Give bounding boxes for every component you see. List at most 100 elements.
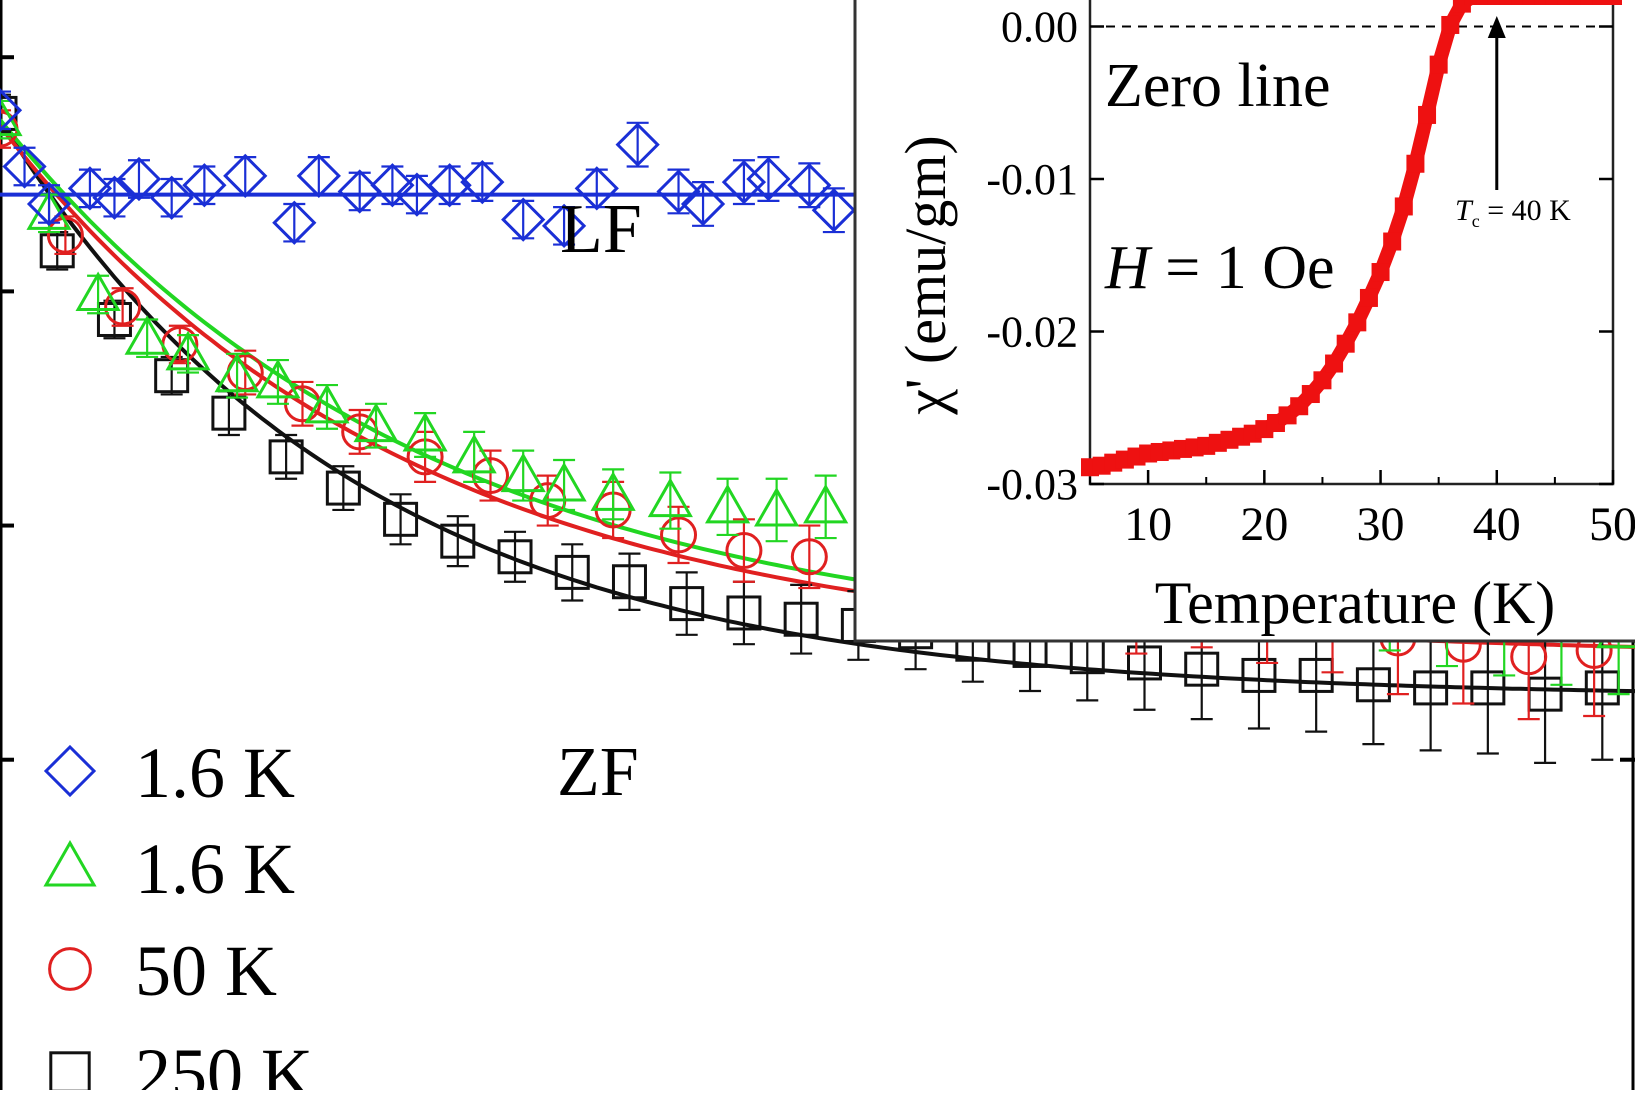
- data-point: [501, 197, 546, 242]
- data-point: [26, 181, 72, 227]
- inset-x-tick-label-50: 50: [1589, 498, 1635, 551]
- inset-y-tick-label: -0.01: [986, 155, 1078, 204]
- chi-point: [1348, 313, 1367, 332]
- data-point: [680, 181, 726, 227]
- chi-point: [1487, 0, 1506, 5]
- data-point: [2, 144, 47, 189]
- tc-subscript: c: [1472, 211, 1480, 231]
- data-point: [214, 352, 260, 393]
- data-point: [656, 169, 701, 214]
- data-point: [721, 159, 767, 205]
- zf-annotation: ZF: [557, 734, 639, 811]
- data-point: [660, 516, 698, 554]
- data-point: [325, 470, 361, 506]
- chi-point: [1592, 0, 1611, 5]
- data-point: [104, 288, 142, 326]
- field-value: = 1 Oe: [1150, 234, 1335, 302]
- chi-point: [1406, 154, 1425, 173]
- legend-label-4: 250 K: [135, 1034, 313, 1090]
- data-point: [669, 586, 705, 622]
- chi-point: [1569, 0, 1588, 5]
- chi-point: [1511, 0, 1530, 5]
- inset-y-tick-label: -0.03: [986, 460, 1078, 509]
- data-point: [272, 200, 317, 245]
- data-point: [790, 538, 828, 576]
- legend-label-1: 1.6 K: [135, 733, 295, 813]
- chi-point: [1441, 15, 1460, 34]
- data-point: [255, 358, 301, 399]
- inset-y-tick-label: 0.00: [1001, 3, 1078, 52]
- data-point: [574, 166, 619, 211]
- data-point: [1184, 651, 1220, 687]
- data-point: [223, 153, 268, 198]
- inset-x-tick-label-20: 20: [1240, 498, 1288, 551]
- zero-line-label: Zero line: [1105, 52, 1331, 120]
- data-point: [1241, 657, 1277, 693]
- data-point: [370, 163, 415, 208]
- data-point: [165, 330, 211, 371]
- data-point: [0, 96, 23, 137]
- data-point: [647, 477, 693, 518]
- data-point: [304, 383, 350, 424]
- chi-point: [1580, 0, 1599, 5]
- inset-y-axis-label: χ' (emu/gm): [893, 135, 958, 415]
- field-label: H = 1 Oe: [1104, 234, 1335, 302]
- data-point: [615, 122, 660, 167]
- data-point: [383, 501, 419, 537]
- chi-point: [1313, 371, 1332, 390]
- inset-x-tick-label-10: 10: [1124, 498, 1172, 551]
- inset-x-tick-label-30: 30: [1357, 498, 1405, 551]
- legend: 1.6 K 1.6 K 50 K 250 K: [43, 733, 313, 1095]
- data-point: [746, 156, 791, 202]
- data-point: [1298, 657, 1334, 693]
- data-point: [1470, 670, 1506, 706]
- data-point: [0, 88, 23, 133]
- data-point: [554, 554, 590, 590]
- data-point: [46, 216, 84, 254]
- data-point: [75, 271, 121, 312]
- chi-point: [1394, 197, 1413, 216]
- tc-symbol: T: [1455, 194, 1474, 227]
- data-point: [451, 433, 497, 474]
- data-point: [26, 190, 72, 230]
- chi-point: [1371, 263, 1390, 282]
- data-point: [1127, 645, 1162, 681]
- inset-x-axis-label: Temperature (K): [1155, 570, 1556, 636]
- tc-arrow-head: [1487, 16, 1506, 38]
- tc-label: Tc = 40 K: [1455, 194, 1571, 231]
- chi-point: [1336, 334, 1355, 353]
- chi-point: [1418, 105, 1437, 124]
- lf-annotation: LF: [560, 191, 642, 268]
- data-point: [353, 402, 399, 443]
- inset-data-points: [1081, 0, 1622, 477]
- data-point: [402, 411, 448, 452]
- data-point: [268, 439, 304, 475]
- inset-axis-ticks: 10 20 30 40 50 0.00 -0.01 -0.02 -0.03: [986, 3, 1635, 552]
- field-symbol: H: [1104, 234, 1153, 302]
- data-point: [783, 601, 819, 637]
- chi-point: [1301, 385, 1320, 404]
- chi-point: [1325, 354, 1344, 373]
- legend-marker-3: [48, 947, 92, 991]
- data-point: [803, 483, 849, 524]
- legend-marker-1: [43, 744, 97, 798]
- chi-point: [1359, 288, 1378, 307]
- data-point: [541, 203, 587, 248]
- chi-point: [1604, 0, 1622, 5]
- chi-point: [1534, 0, 1553, 5]
- inset-y-tick-label: -0.02: [986, 308, 1078, 357]
- data-point: [590, 471, 636, 511]
- data-point: [427, 163, 472, 208]
- data-point: [92, 175, 137, 220]
- data-point: [726, 595, 762, 631]
- data-point: [541, 461, 587, 502]
- chi-point: [1522, 0, 1541, 5]
- chi-point: [1557, 0, 1576, 5]
- series-250-k-zf: [0, 93, 1620, 764]
- legend-label-3: 50 K: [135, 931, 277, 1011]
- data-point: [704, 483, 751, 524]
- data-point: [611, 564, 647, 600]
- data-point: [500, 452, 546, 493]
- inset-plot-area: [1088, 0, 1615, 486]
